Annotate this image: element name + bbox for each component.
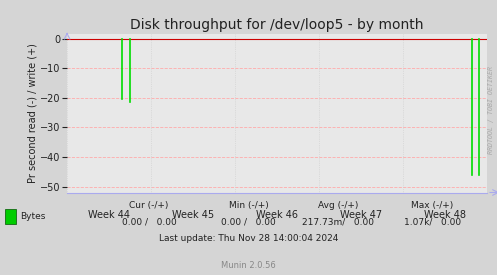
Text: 0.00 /   0.00: 0.00 / 0.00 [122,217,176,226]
Text: Week 44: Week 44 [88,210,130,220]
Text: 0.00 /   0.00: 0.00 / 0.00 [221,217,276,226]
Text: Week 48: Week 48 [424,210,466,220]
Text: 1.07k/   0.00: 1.07k/ 0.00 [404,217,461,226]
Text: Week 47: Week 47 [340,210,382,220]
Text: 217.73m/   0.00: 217.73m/ 0.00 [302,217,374,226]
Text: Week 45: Week 45 [172,210,214,220]
Text: Last update: Thu Nov 28 14:00:04 2024: Last update: Thu Nov 28 14:00:04 2024 [159,234,338,243]
Text: Min (-/+): Min (-/+) [229,201,268,210]
Text: Max (-/+): Max (-/+) [411,201,454,210]
Text: Cur (-/+): Cur (-/+) [129,201,169,210]
Text: Avg (-/+): Avg (-/+) [318,201,358,210]
Y-axis label: Pr second read (-) / write (+): Pr second read (-) / write (+) [27,43,38,183]
Text: RRDTOOL / TOBI OETIKER: RRDTOOL / TOBI OETIKER [488,66,494,154]
Text: Week 46: Week 46 [256,210,298,220]
Title: Disk throughput for /dev/loop5 - by month: Disk throughput for /dev/loop5 - by mont… [130,18,424,32]
Text: Munin 2.0.56: Munin 2.0.56 [221,261,276,270]
Text: Bytes: Bytes [20,212,45,221]
